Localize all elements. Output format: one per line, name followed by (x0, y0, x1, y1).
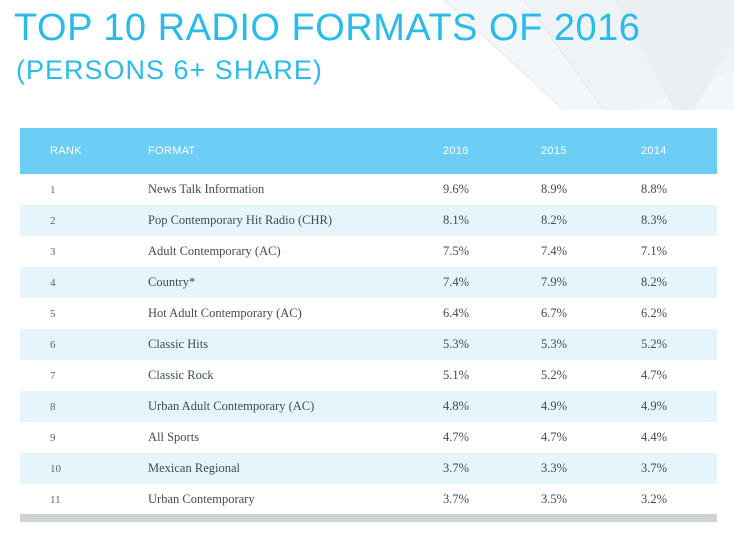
cell-2014: 3.7% (641, 461, 668, 475)
cell-2015: 4.7% (541, 430, 568, 444)
table-row: 9 All Sports 4.7% 4.7% 4.4% (20, 422, 717, 453)
table-row: 7 Classic Rock 5.1% 5.2% 4.7% (20, 360, 717, 391)
header-rank: RANK (50, 145, 82, 157)
table-row: 4 Country* 7.4% 7.9% 8.2% (20, 267, 717, 298)
cell-2016: 4.7% (443, 430, 470, 444)
cell-rank: 9 (50, 431, 56, 444)
cell-2014: 7.1% (641, 244, 668, 258)
header-format: FORMAT (148, 145, 196, 157)
cell-format: All Sports (148, 430, 200, 444)
cell-2016: 4.8% (443, 399, 470, 413)
cell-2015: 3.5% (541, 492, 568, 506)
cell-rank: 4 (50, 276, 56, 289)
cell-2015: 7.4% (541, 244, 568, 258)
header-2014: 2014 (641, 145, 667, 157)
cell-format: Classic Rock (148, 368, 214, 382)
cell-2016: 5.3% (443, 337, 470, 351)
cell-2015: 3.3% (541, 461, 568, 475)
cell-2014: 4.9% (641, 399, 668, 413)
cell-rank: 5 (50, 307, 56, 320)
cell-2016: 7.4% (443, 275, 470, 289)
cell-2014: 8.8% (641, 182, 668, 196)
table-row: 6 Classic Hits 5.3% 5.3% 5.2% (20, 329, 717, 360)
cell-2015: 5.2% (541, 368, 568, 382)
table-row: 8 Urban Adult Contemporary (AC) 4.8% 4.9% 4.… (20, 391, 717, 422)
cell-2015: 7.9% (541, 275, 568, 289)
cell-rank: 10 (50, 462, 61, 475)
cell-format: Hot Adult Contemporary (AC) (148, 306, 302, 320)
cell-2014: 8.3% (641, 213, 668, 227)
table-body: 1 News Talk Information 9.6% 8.9% 8.8% 2 Pop C… (20, 174, 717, 515)
cell-format: Adult Contemporary (AC) (148, 244, 281, 258)
cell-format: Country* (148, 275, 196, 289)
cell-2015: 8.9% (541, 182, 568, 196)
cell-2016: 9.6% (443, 182, 470, 196)
table-row: 1 News Talk Information 9.6% 8.9% 8.8% (20, 174, 717, 205)
cell-2016: 8.1% (443, 213, 470, 227)
header-2015: 2015 (541, 145, 567, 157)
cell-format: Mexican Regional (148, 461, 240, 475)
cell-format: Classic Hits (148, 337, 209, 351)
cell-2016: 3.7% (443, 492, 470, 506)
formats-table: RANK FORMAT 2016 2015 2014 1 News Talk In… (20, 128, 717, 515)
table-row: 10 Mexican Regional 3.7% 3.3% 3.7% (20, 453, 717, 484)
cell-2014: 5.2% (641, 337, 668, 351)
table-row: 2 Pop Contemporary Hit Radio (CHR) 8.1% 8.2… (20, 205, 717, 236)
cell-2014: 4.4% (641, 430, 668, 444)
cell-2015: 6.7% (541, 306, 568, 320)
cell-rank: 8 (50, 400, 56, 413)
cell-2015: 4.9% (541, 399, 568, 413)
cell-format: Urban Contemporary (148, 492, 255, 506)
page-title: TOP 10 RADIO FORMATS OF 2016 (14, 7, 641, 49)
cell-2016: 7.5% (443, 244, 470, 258)
cell-rank: 2 (50, 214, 56, 227)
page-subtitle: (PERSONS 6+ SHARE) (16, 55, 323, 85)
cell-format: Urban Adult Contemporary (AC) (148, 399, 315, 413)
cell-format: Pop Contemporary Hit Radio (CHR) (148, 213, 333, 227)
cell-2016: 5.1% (443, 368, 470, 382)
table-row: 3 Adult Contemporary (AC) 7.5% 7.4% 7.1% (20, 236, 717, 267)
cell-rank: 1 (50, 183, 56, 196)
cell-2014: 6.2% (641, 306, 668, 320)
table-row: 11 Urban Contemporary 3.7% 3.5% 3.2% (20, 484, 717, 515)
footer-bar (20, 514, 717, 522)
formats-table-container: RANK FORMAT 2016 2015 2014 1 News Talk In… (20, 128, 717, 515)
cell-2014: 8.2% (641, 275, 668, 289)
cell-2014: 4.7% (641, 368, 668, 382)
cell-rank: 11 (50, 493, 61, 506)
cell-rank: 3 (50, 245, 56, 258)
cell-2015: 5.3% (541, 337, 568, 351)
cell-2016: 6.4% (443, 306, 470, 320)
table-header: RANK FORMAT 2016 2015 2014 (20, 128, 717, 174)
cell-2014: 3.2% (641, 492, 668, 506)
cell-2016: 3.7% (443, 461, 470, 475)
table-row: 5 Hot Adult Contemporary (AC) 6.4% 6.7% 6.2% (20, 298, 717, 329)
header-2016: 2016 (443, 145, 469, 157)
header-row: RANK FORMAT 2016 2015 2014 (20, 128, 717, 174)
cell-rank: 6 (50, 338, 56, 351)
cell-rank: 7 (50, 369, 56, 382)
cell-format: News Talk Information (148, 182, 265, 196)
cell-2015: 8.2% (541, 213, 568, 227)
